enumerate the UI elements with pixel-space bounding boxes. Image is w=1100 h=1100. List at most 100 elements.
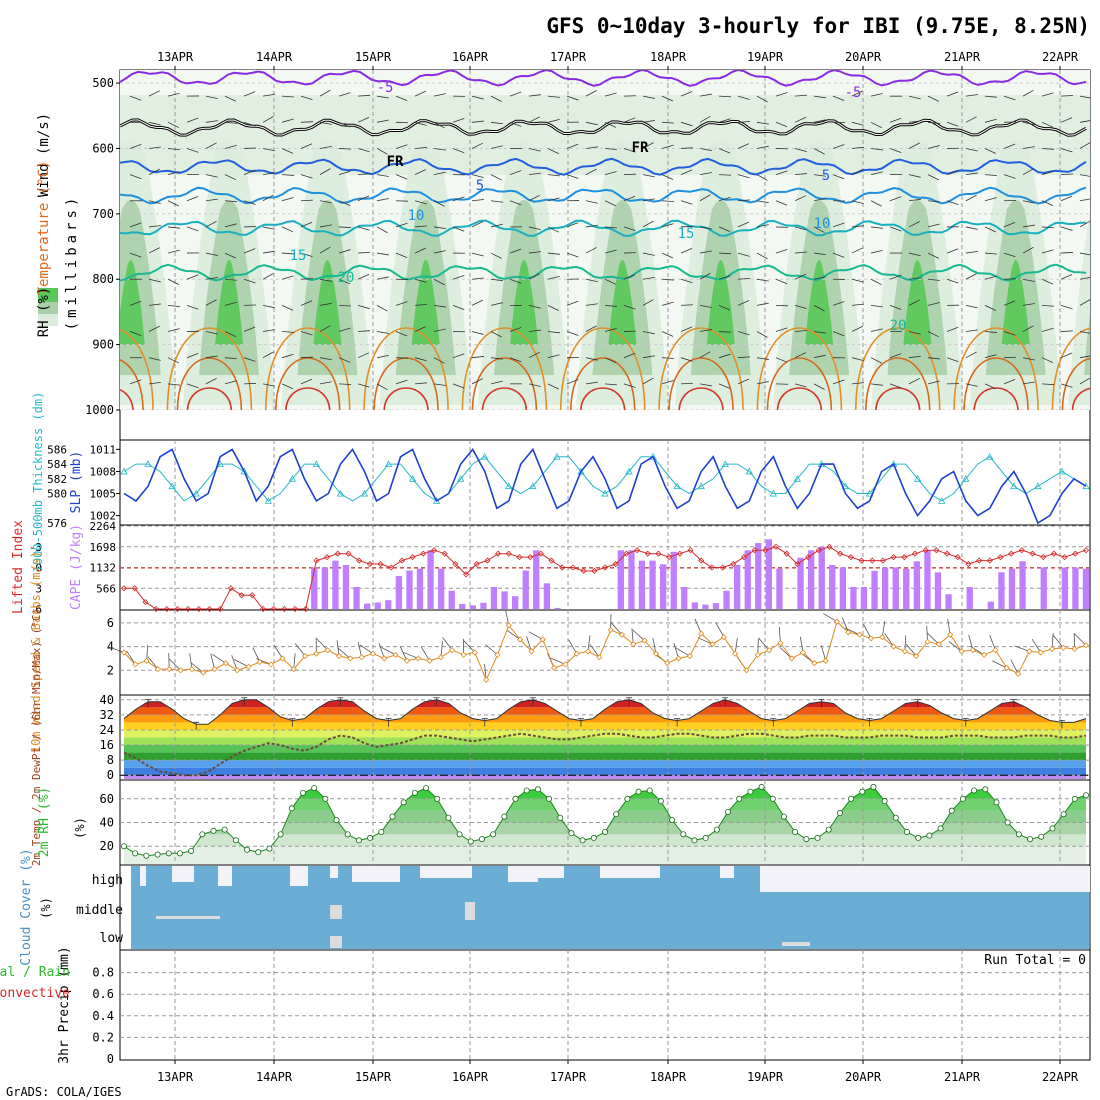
wind-barb xyxy=(1041,148,1054,150)
wind-barb xyxy=(642,276,655,280)
wind-barb xyxy=(399,646,408,661)
wind-barb xyxy=(273,644,283,659)
cape-bar xyxy=(1019,561,1026,609)
wind-barb xyxy=(1079,95,1090,99)
cape-bar xyxy=(1072,567,1079,609)
wind-barb xyxy=(927,121,940,124)
wind-barb xyxy=(452,274,465,280)
minmax-marker xyxy=(626,697,633,706)
isotherm-label: 10 xyxy=(814,216,831,232)
wind-barb xyxy=(294,643,306,657)
wind-barb xyxy=(984,148,997,154)
slp-tick-label: 1011 xyxy=(90,443,117,456)
ylabel-cape: CAPE (J/kg) xyxy=(69,524,84,610)
rh-fill xyxy=(124,786,1086,864)
lifted-index-point xyxy=(751,547,758,554)
wind-barb xyxy=(794,94,807,97)
wind-barb xyxy=(984,95,997,98)
rh-point xyxy=(859,788,866,795)
cape-tick-label: 1132 xyxy=(90,562,117,575)
rh-plume xyxy=(903,260,932,345)
wind-barb xyxy=(604,226,617,229)
wind-barb xyxy=(148,278,161,283)
wind-speed-point xyxy=(573,650,580,657)
wind-barb xyxy=(718,275,731,280)
wind-barb xyxy=(395,252,408,258)
minmax-marker xyxy=(577,718,584,727)
rh-point xyxy=(423,785,430,792)
lifted-index-point xyxy=(356,557,363,564)
temp-line xyxy=(123,699,1087,725)
isotherm-label: -5 xyxy=(845,85,862,101)
wind-barb xyxy=(737,174,750,179)
wind-barb xyxy=(471,299,483,306)
surface-isotherm xyxy=(776,387,822,410)
wind-barb xyxy=(851,325,863,332)
temp-band xyxy=(124,767,1086,776)
cloud-gap xyxy=(465,902,475,920)
pressure-tick-label: 500 xyxy=(92,76,114,90)
lifted-index-point xyxy=(281,605,288,613)
rh-point xyxy=(646,787,653,794)
wind-barb xyxy=(205,277,218,280)
temp-band xyxy=(124,745,1086,753)
minmax-marker xyxy=(529,697,536,706)
wind-barb xyxy=(1022,146,1035,149)
wind-barb xyxy=(528,351,540,359)
minmax-marker xyxy=(1058,720,1065,729)
surface-isotherm xyxy=(766,357,833,410)
wind-barb xyxy=(566,379,579,385)
thickness-point xyxy=(889,460,898,467)
thickness-point xyxy=(601,489,609,497)
precip-panel: 0.8 0.6 0.4 0.2 0 xyxy=(92,950,1090,1066)
lifted-index-point xyxy=(1008,550,1015,557)
wind-barb xyxy=(737,277,750,280)
wind-barb xyxy=(844,627,860,636)
wind-speed-point xyxy=(992,647,999,654)
chart-title: GFS 0~10day 3-hourly for IBI (9.75E, 8.2… xyxy=(546,14,1090,38)
wind-barb xyxy=(319,302,332,306)
cape-bar xyxy=(945,594,952,609)
wind-barb xyxy=(1041,304,1054,307)
wind-speed-point xyxy=(766,647,773,654)
rh-point xyxy=(825,826,832,833)
wind-barb xyxy=(167,171,180,176)
wind-barb xyxy=(604,383,617,386)
wind-barb xyxy=(281,305,294,311)
rh-point xyxy=(1071,795,1078,802)
wind-barb xyxy=(547,354,560,359)
lifted-index-point xyxy=(676,550,683,557)
isotherm-line xyxy=(120,119,1087,136)
isotherm-label: 5 xyxy=(476,178,484,194)
rh-point xyxy=(680,831,687,838)
upper-air-plot xyxy=(120,70,1090,410)
pressure-tick-label: 1000 xyxy=(85,403,114,417)
wind-barb xyxy=(946,121,959,127)
cape-bar xyxy=(321,567,328,609)
wind-speed-point xyxy=(358,654,365,661)
wind-barb xyxy=(376,355,389,359)
wind-barb xyxy=(403,652,419,659)
thickness-point xyxy=(288,474,297,482)
wind-barb xyxy=(300,221,313,228)
wind-barb xyxy=(243,248,256,254)
wind-barb xyxy=(376,226,388,234)
rh-point xyxy=(1049,825,1056,832)
cape-bar xyxy=(850,587,857,609)
wind-barb xyxy=(433,121,445,129)
lifted-index-point xyxy=(163,605,170,613)
lifted-index-point xyxy=(805,554,812,561)
wind-speed-point xyxy=(505,622,512,629)
wind-barb xyxy=(338,92,351,97)
cape-bar xyxy=(691,602,698,609)
cloud-cover-panel: high middle low (%) xyxy=(39,866,1090,949)
lifted-index-point xyxy=(206,605,213,613)
cape-bar xyxy=(1061,567,1068,609)
cape-bar xyxy=(744,550,751,609)
wind-barb xyxy=(338,148,352,150)
rh-point xyxy=(333,817,340,824)
wind-barb xyxy=(642,174,655,178)
minmax-marker xyxy=(241,697,248,706)
lifted-index-point xyxy=(1029,550,1036,557)
wind-barb xyxy=(281,174,294,176)
